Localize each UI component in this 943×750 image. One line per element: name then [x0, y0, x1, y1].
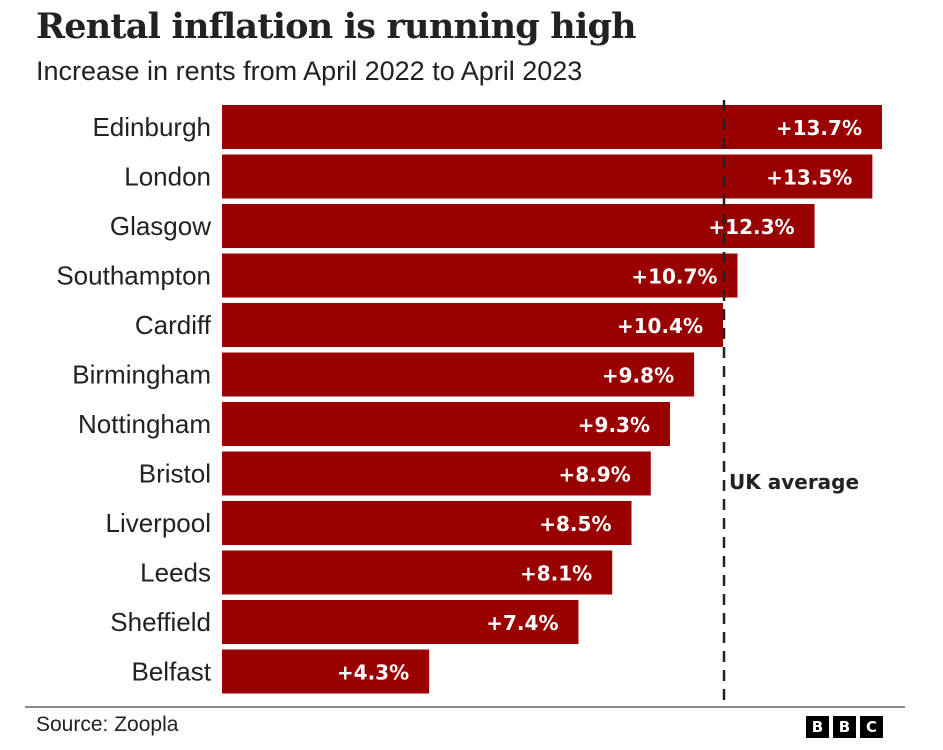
- bar: [222, 352, 695, 397]
- bar: [222, 600, 579, 644]
- data-label: +8.9%: [559, 463, 631, 487]
- data-label: +8.5%: [539, 512, 611, 536]
- data-label: +13.7%: [776, 116, 862, 140]
- category-label: Nottingham: [78, 409, 211, 439]
- bar: [222, 154, 873, 199]
- data-label: +9.3%: [578, 413, 650, 437]
- bar: [222, 253, 738, 298]
- data-label: +13.5%: [766, 166, 852, 190]
- data-label: +4.3%: [337, 661, 409, 685]
- chart-subtitle: Increase in rents from April 2022 to Apr…: [36, 56, 583, 86]
- logo-letter: B: [806, 716, 829, 738]
- category-label: Bristol: [139, 459, 211, 489]
- data-label: +10.7%: [631, 265, 717, 289]
- footer-divider: [25, 706, 905, 708]
- category-label: London: [124, 162, 211, 192]
- category-label: Glasgow: [110, 211, 211, 241]
- bbc-logo: B B C: [806, 716, 883, 738]
- bar: [222, 105, 882, 149]
- category-label: Birmingham: [72, 360, 211, 390]
- category-label: Liverpool: [105, 508, 211, 538]
- bar: [222, 402, 671, 446]
- data-label: +7.4%: [486, 611, 558, 635]
- category-label: Sheffield: [110, 607, 211, 637]
- bar: [222, 451, 651, 496]
- data-label: +8.1%: [520, 562, 592, 586]
- uk-average-label: UK average: [729, 470, 859, 494]
- bar: [222, 501, 632, 545]
- chart-title: Rental inflation is running high: [36, 6, 637, 47]
- category-label: Belfast: [132, 657, 212, 687]
- bar: [222, 303, 724, 347]
- data-label: +9.8%: [602, 364, 674, 388]
- category-label: Southampton: [56, 261, 211, 291]
- category-label: Leeds: [140, 558, 211, 588]
- bar: [222, 550, 613, 595]
- category-label: Edinburgh: [92, 112, 211, 142]
- logo-letter: B: [833, 716, 856, 738]
- data-label: +12.3%: [708, 215, 794, 239]
- logo-letter: C: [860, 716, 883, 738]
- data-label: +10.4%: [617, 314, 703, 338]
- bar: [222, 204, 815, 248]
- bar: [222, 649, 430, 694]
- source-note: Source: Zoopla: [36, 713, 179, 736]
- category-label: Cardiff: [135, 310, 212, 340]
